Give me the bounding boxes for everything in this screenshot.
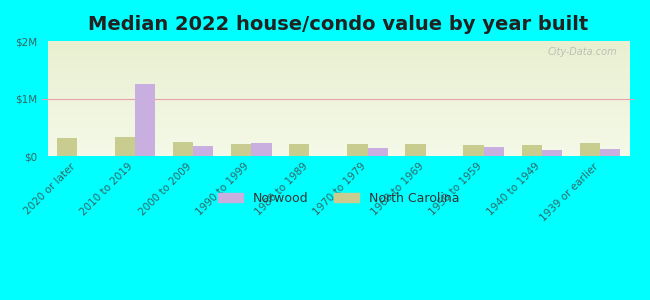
Text: City-Data.com: City-Data.com xyxy=(547,47,618,57)
Bar xyxy=(289,144,309,156)
Bar xyxy=(367,148,388,156)
Bar xyxy=(252,143,272,156)
Bar xyxy=(231,144,252,156)
Bar xyxy=(135,84,155,156)
Bar xyxy=(406,144,426,156)
Bar xyxy=(347,144,367,156)
Bar xyxy=(580,143,600,156)
Bar xyxy=(522,146,542,156)
Legend: Norwood, North Carolina: Norwood, North Carolina xyxy=(213,187,464,210)
Bar xyxy=(114,137,135,156)
Bar xyxy=(57,138,77,156)
Bar xyxy=(600,149,621,156)
Bar xyxy=(542,150,562,156)
Bar xyxy=(484,147,504,156)
Bar xyxy=(463,146,484,156)
Title: Median 2022 house/condo value by year built: Median 2022 house/condo value by year bu… xyxy=(88,15,589,34)
Bar xyxy=(193,146,213,156)
Bar xyxy=(173,142,193,156)
